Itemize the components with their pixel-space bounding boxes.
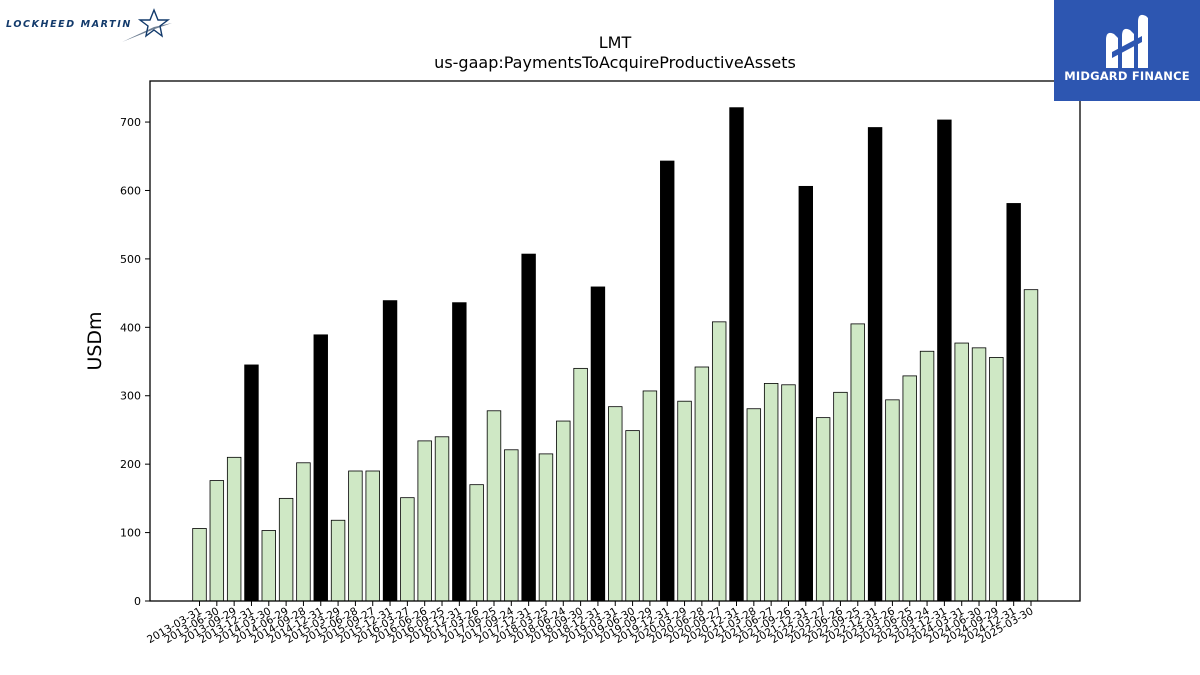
bar-fiscal-year-end xyxy=(313,334,328,602)
lockheed-martin-logo: LOCKHEED MARTIN xyxy=(4,6,174,46)
bar-quarter xyxy=(192,528,207,602)
chart-title: LMT xyxy=(599,33,632,52)
midgard-m-icon xyxy=(1106,14,1148,68)
bar-quarter xyxy=(556,420,571,602)
midgard-finance-wordmark: MIDGARD FINANCE xyxy=(1064,69,1190,83)
bar-quarter xyxy=(885,399,900,602)
bar-fiscal-year-end xyxy=(867,127,883,602)
bar-quarter xyxy=(226,456,242,602)
bar-quarter xyxy=(330,519,346,602)
bar-quarter xyxy=(763,383,779,602)
bar-quarter xyxy=(989,357,1004,602)
bar-quarter xyxy=(677,400,692,602)
y-tick-label: 700 xyxy=(120,116,141,129)
bar-quarter xyxy=(850,323,865,602)
bar-fiscal-year-end xyxy=(590,286,606,602)
bar-series xyxy=(192,107,1039,602)
bar-quarter xyxy=(919,350,935,602)
bar-quarter xyxy=(296,462,311,602)
bar-quarter xyxy=(486,410,502,602)
bar-quarter xyxy=(902,375,917,602)
plot-frame xyxy=(149,80,1081,602)
bar-quarter xyxy=(278,497,294,602)
bar-fiscal-year-end xyxy=(244,364,259,602)
y-axis-ticks: 0 100 200 300 400 500 600 700 xyxy=(120,116,150,608)
bar-quarter xyxy=(642,390,658,602)
bar-quarter xyxy=(538,453,554,602)
bar-quarter xyxy=(971,347,987,602)
bar-quarter xyxy=(348,470,363,602)
bar-quarter xyxy=(261,530,276,602)
bar-quarter xyxy=(954,342,969,602)
bar-quarter xyxy=(573,367,588,602)
y-tick-label: 400 xyxy=(120,321,141,334)
bar-quarter xyxy=(608,406,623,602)
bar-quarter xyxy=(417,440,432,602)
bar-quarter xyxy=(781,384,796,602)
bar-quarter xyxy=(469,484,484,602)
bar-quarter xyxy=(625,430,640,602)
bar-quarter xyxy=(746,408,762,602)
x-axis-ticks: 2013-03-312013-06-302013-09-292013-12-31… xyxy=(145,601,1036,646)
bar-quarter xyxy=(711,321,727,602)
bar-fiscal-year-end xyxy=(798,185,814,602)
midgard-finance-logo: MIDGARD FINANCE xyxy=(1054,0,1200,101)
y-tick-label: 100 xyxy=(120,527,141,540)
y-tick-label: 600 xyxy=(120,184,141,197)
bar-fiscal-year-end xyxy=(452,302,467,602)
bar-quarter xyxy=(209,480,225,602)
bar-fiscal-year-end xyxy=(382,300,398,602)
bar-fiscal-year-end xyxy=(1006,203,1021,602)
y-tick-label: 0 xyxy=(134,595,141,608)
y-axis-label: USDm xyxy=(84,311,106,370)
y-tick-label: 200 xyxy=(120,458,141,471)
bar-quarter xyxy=(365,470,380,602)
bar-quarter xyxy=(400,497,415,602)
bar-fiscal-year-end xyxy=(660,160,675,602)
bar-quarter xyxy=(833,391,848,602)
lockheed-martin-wordmark: LOCKHEED MARTIN xyxy=(6,19,132,30)
bar-fiscal-year-end xyxy=(937,119,952,602)
bar-quarter xyxy=(815,417,831,602)
bar-quarter xyxy=(504,449,519,602)
bar-quarter xyxy=(1023,289,1039,602)
chart-subtitle: us-gaap:PaymentsToAcquireProductiveAsset… xyxy=(434,53,796,72)
bar-fiscal-year-end xyxy=(729,107,744,602)
bar-fiscal-year-end xyxy=(521,253,536,602)
y-tick-label: 500 xyxy=(120,253,141,266)
bar-quarter xyxy=(694,366,710,602)
y-tick-label: 300 xyxy=(120,390,141,403)
bar-quarter xyxy=(434,436,450,602)
star-swoosh-icon xyxy=(122,8,172,42)
